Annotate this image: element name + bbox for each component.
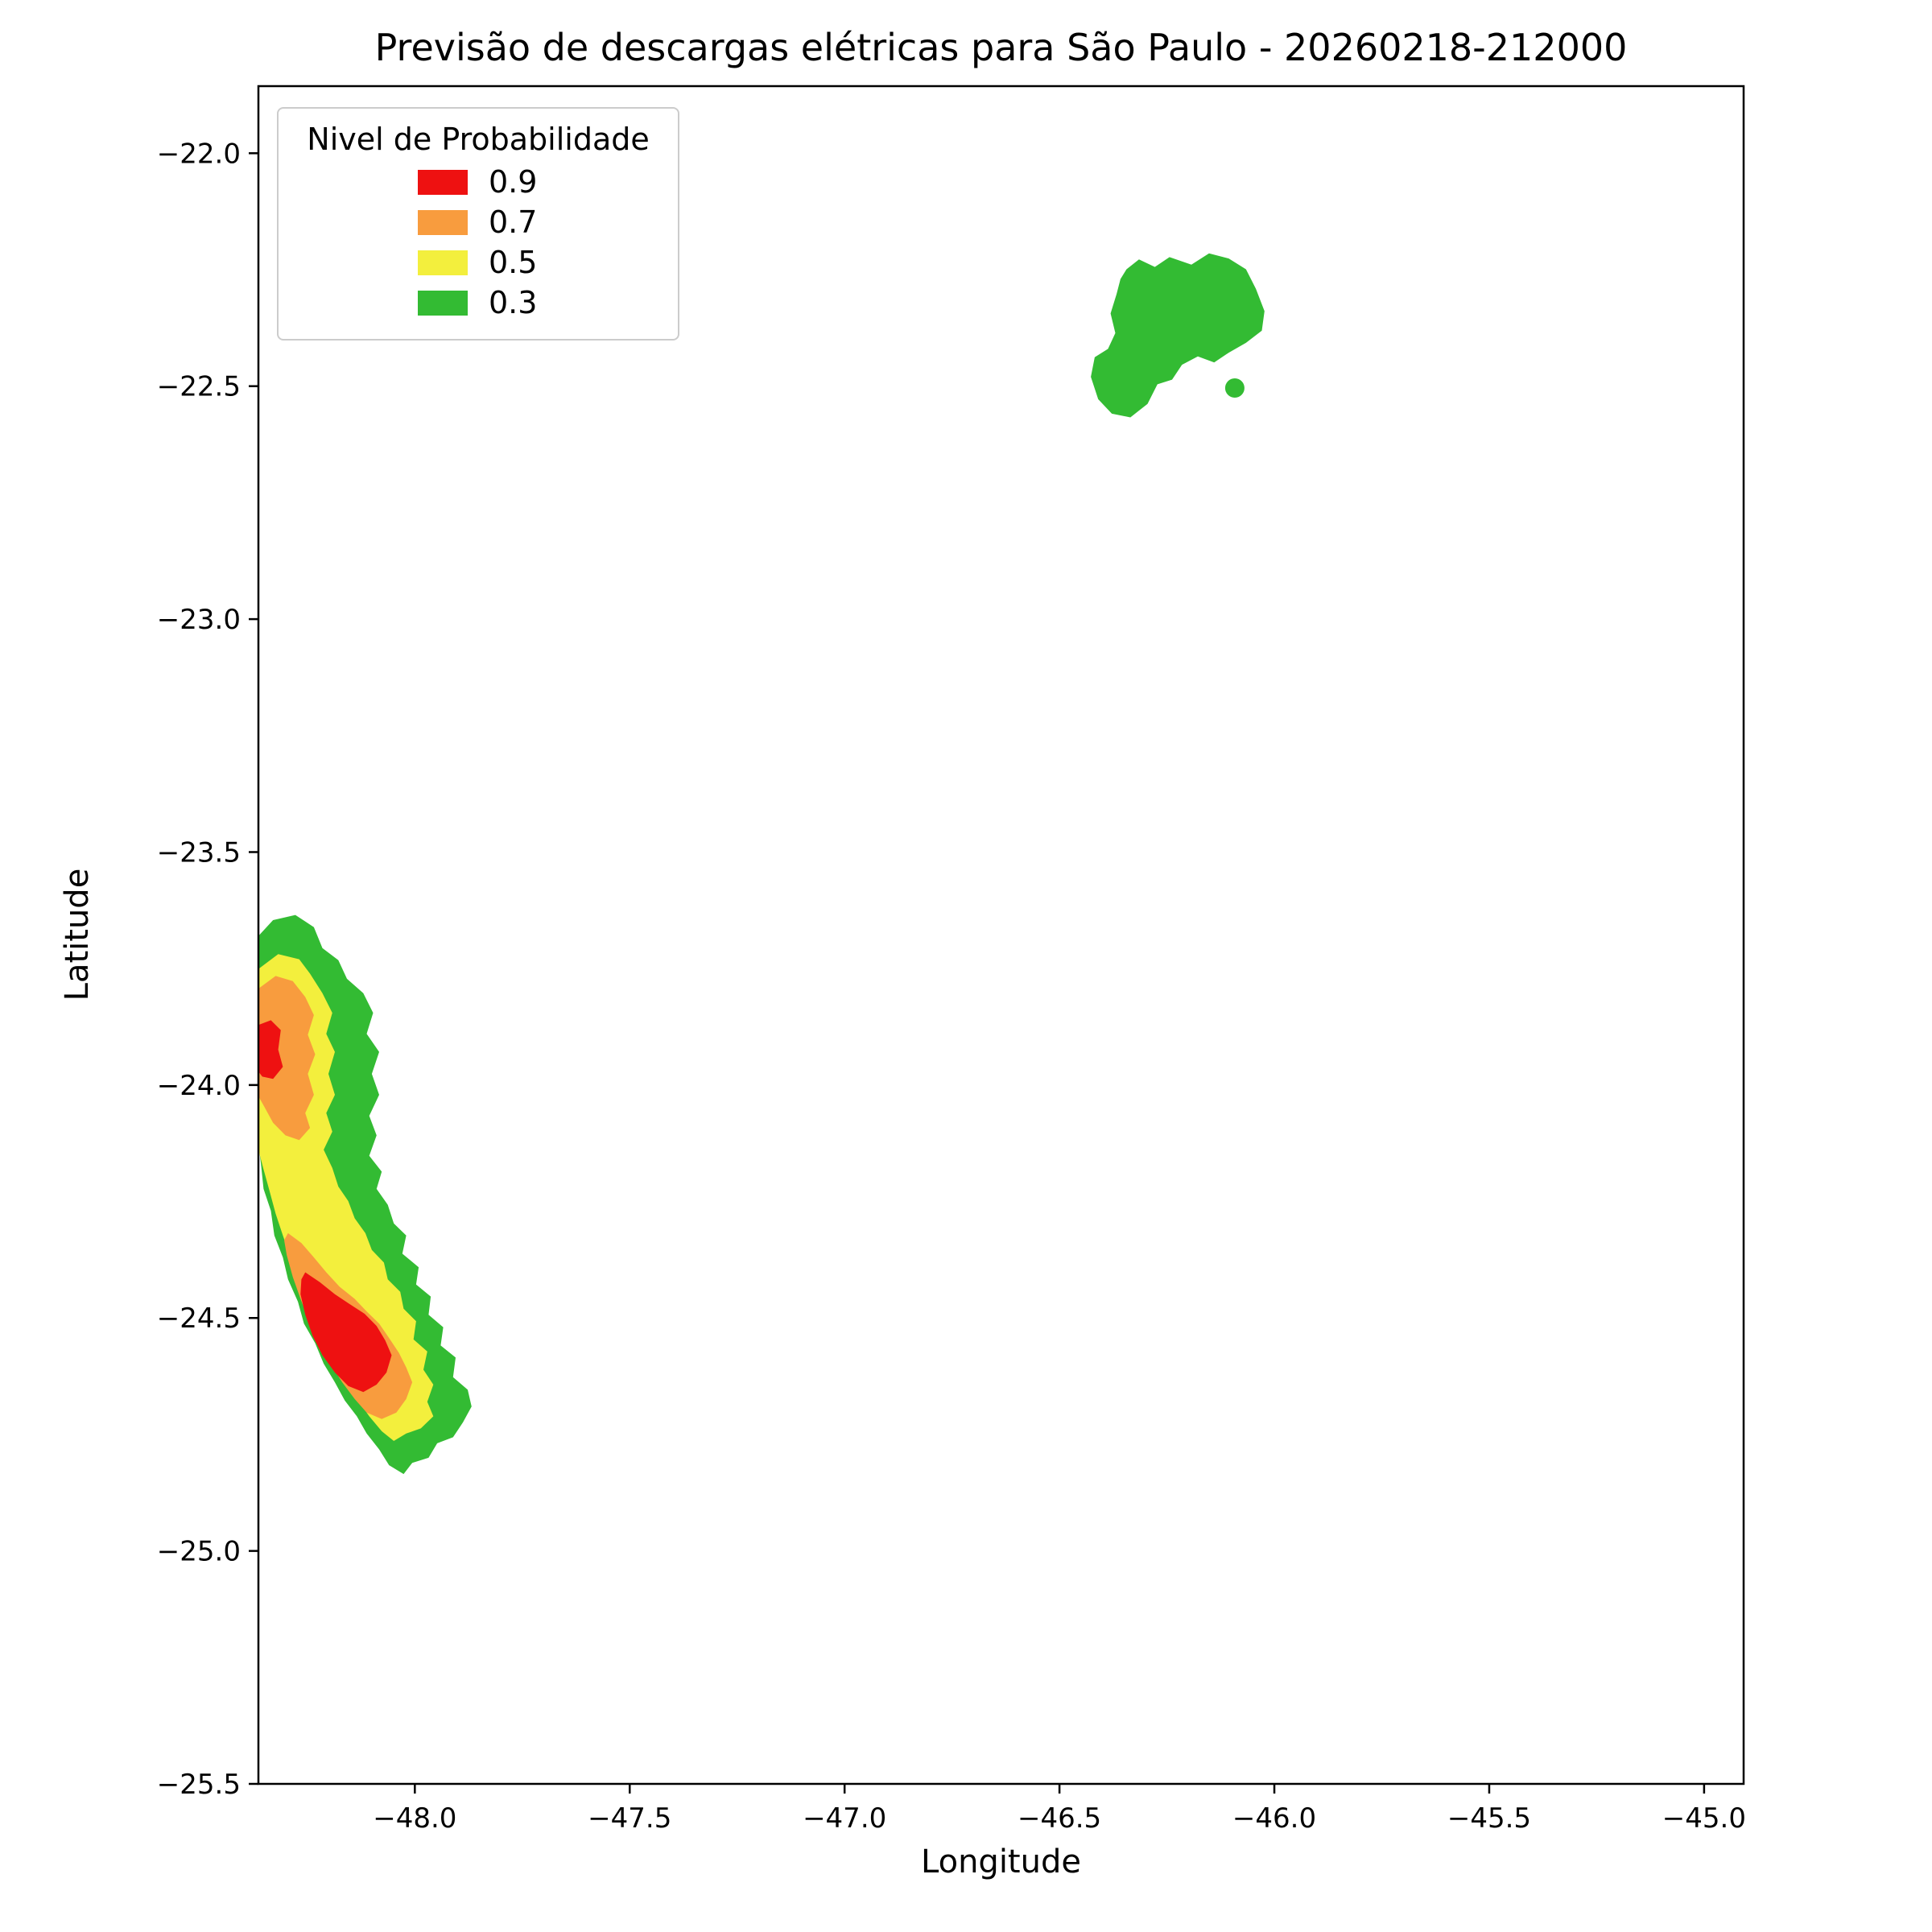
legend-swatch: [418, 290, 468, 316]
legend: Nivel de Probabilidade 0.9 0.7 0.5 0.3: [277, 107, 679, 341]
chart-title: Previsão de descargas elétricas para São…: [374, 26, 1628, 69]
legend-swatch: [418, 169, 468, 195]
x-tick-label: −48.0: [373, 1802, 456, 1835]
y-tick-label: −23.5: [157, 836, 241, 869]
x-tick-label: −46.0: [1232, 1802, 1316, 1835]
contour-region-southwest-lower-p09: [300, 1272, 392, 1393]
legend-label: 0.5: [489, 245, 538, 280]
y-tick-label: −23.0: [157, 604, 241, 636]
x-axis-label: Longitude: [921, 1843, 1081, 1880]
y-tick-label: −25.0: [157, 1536, 241, 1568]
legend-swatch: [418, 209, 468, 235]
x-tick-label: −45.5: [1447, 1802, 1531, 1835]
x-tick-label: −45.0: [1662, 1802, 1746, 1835]
y-tick-label: −22.5: [157, 371, 241, 403]
legend-label: 0.9: [489, 164, 538, 200]
y-axis-label: Latitude: [59, 868, 96, 1001]
contour-region-northeast-cell-p03: [1091, 253, 1265, 418]
legend-entry: 0.7: [418, 207, 539, 237]
x-tick-label: −46.5: [1018, 1802, 1101, 1835]
legend-swatch: [418, 250, 468, 275]
contour-region-southwest-upper-p09: [258, 1020, 283, 1080]
legend-label: 0.7: [489, 204, 538, 240]
legend-title: Nivel de Probabilidade: [307, 122, 650, 157]
y-tick-label: −24.0: [157, 1070, 241, 1102]
x-tick-label: −47.5: [588, 1802, 671, 1835]
contour-region-southwest-upper-p07: [258, 976, 316, 1141]
legend-label: 0.3: [489, 285, 538, 320]
contour-marker-isolated-cell-p03: [1224, 378, 1245, 398]
axes-border: [257, 85, 1745, 1785]
x-tick-label: −47.0: [803, 1802, 886, 1835]
legend-entry: 0.5: [418, 247, 539, 278]
legend-entries: 0.9 0.7 0.5 0.3: [295, 167, 662, 318]
y-tick-label: −22.0: [157, 138, 241, 170]
legend-entry: 0.3: [418, 287, 539, 318]
y-tick-label: −25.5: [157, 1769, 241, 1801]
legend-entry: 0.9: [418, 167, 539, 197]
y-tick-label: −24.5: [157, 1302, 241, 1335]
